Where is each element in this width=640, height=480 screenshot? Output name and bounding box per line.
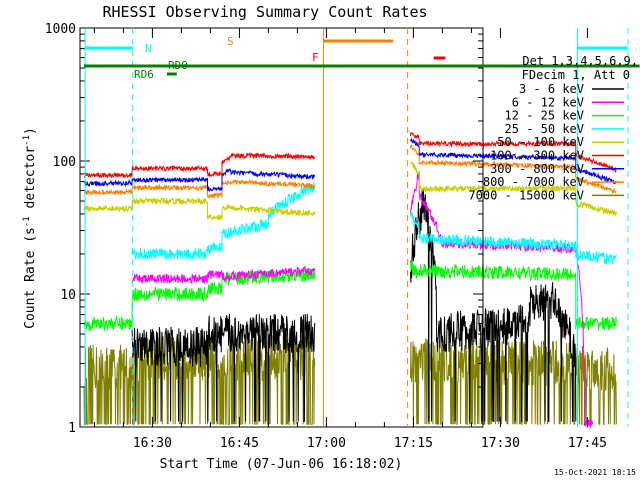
plot-area [83,132,617,428]
x-tick-label: 17:00 [307,436,346,451]
series-segment [83,268,316,333]
series-segment [83,178,316,200]
legend-label: 7000 - 15000 keV [468,188,584,202]
series-800-7000-kevline [83,144,617,200]
legend-label: 300 - 800 keV [490,162,584,176]
plot-frame [79,27,484,428]
legend-label: 6 - 12 keV [512,95,584,109]
flag-label-s: S [227,35,234,48]
observing-flags: N S F RD0 RD6 [83,28,640,427]
series-segment [131,313,316,422]
y-tick-label: 1 [68,421,76,436]
y-tick-label: 100 [53,155,76,170]
legend-label: 25 - 50 keV [505,122,584,136]
series-50-100-kevline [83,160,617,222]
axes: 1 10 100 1000 16:30 16:45 17:00 17:15 17:30 17:45 [45,22,607,451]
flag-label-n: N [145,42,152,55]
y-tick-label: 10 [60,288,76,303]
series-25-50-kevline [131,182,617,266]
legend-label: 3 - 6 keV [519,82,584,96]
chart-title: RHESSI Observing Summary Count Rates [102,3,427,21]
legend-label: 100 - 300 keV [490,149,584,163]
series-segment [83,151,316,180]
x-tick-label: 16:45 [220,436,259,451]
x-tick-label: 17:45 [568,436,607,451]
series-segment [83,167,316,192]
legend-header-line-1: Det 1,3,4,5,6,9, [522,54,638,68]
series-segment [410,337,617,425]
series-12-25-kevline [83,260,617,333]
flag-label-f: F [312,51,319,64]
series-segment [410,137,617,185]
series-segment [410,160,617,217]
flag-label-rd6: RD6 [134,68,154,81]
x-tick-label: 17:30 [481,436,520,451]
series-segment [131,182,316,261]
legend-header-line-2: FDecim 1, Att 0 [522,68,630,82]
series-segment [410,144,617,194]
x-tick-label: 16:30 [133,436,172,451]
series-100-300-kevline [83,132,617,180]
series-segment [410,211,617,266]
series-7000-15000-kevline [83,335,617,425]
legend-label: 12 - 25 keV [505,109,584,123]
series-300-800-kevline [83,137,617,192]
flag-label-rd0: RD0 [168,59,188,72]
series-segment [410,260,617,331]
x-axis-label: Start Time (07-Jun-06 16:18:02) [160,457,403,472]
x-tick-label: 17:15 [394,436,433,451]
footer-date: 15-Oct-2021 18:15 [554,468,636,477]
legend-label: 50 - 100 keV [497,135,584,149]
series-segment [83,196,316,222]
series-segment [410,132,617,173]
series-3-6-kevline [131,188,577,422]
y-tick-label: 1000 [45,22,76,37]
series-segment [131,265,316,285]
series-segment [410,188,577,422]
legend-label: 800 - 7000 keV [483,175,584,189]
y-axis-label: Count Rate (s-1 detector-1) [22,127,38,329]
